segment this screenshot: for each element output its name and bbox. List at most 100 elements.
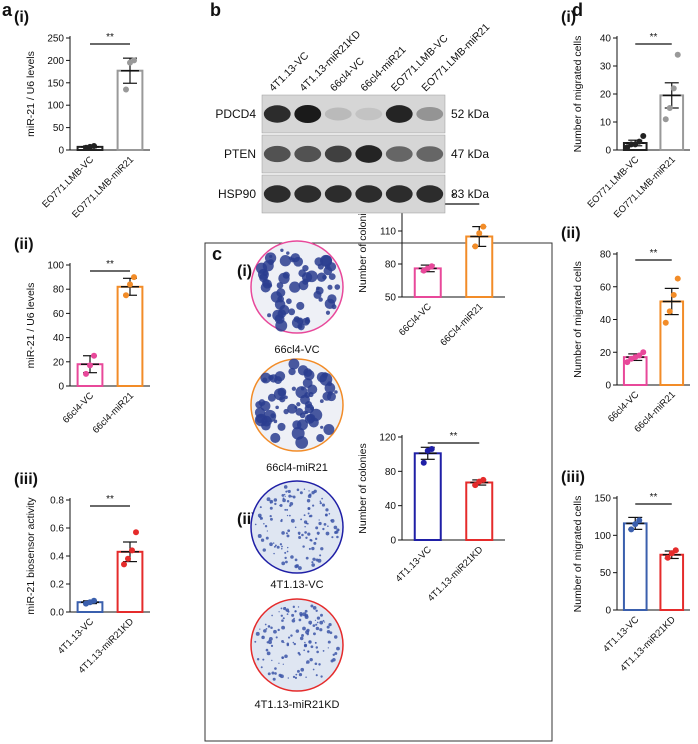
data-point bbox=[131, 274, 137, 281]
colony bbox=[314, 662, 318, 666]
data-point bbox=[87, 362, 93, 369]
colony bbox=[280, 674, 284, 679]
colony bbox=[291, 613, 295, 617]
colony bbox=[303, 514, 306, 517]
colony bbox=[295, 436, 309, 449]
colony bbox=[315, 626, 320, 631]
colony bbox=[302, 410, 307, 415]
data-point bbox=[420, 459, 427, 466]
sub-label: (ii) bbox=[561, 225, 581, 242]
y-tick-label: 0.8 bbox=[50, 496, 64, 507]
colony bbox=[304, 641, 306, 644]
data-point bbox=[674, 51, 681, 58]
colony bbox=[302, 264, 309, 272]
colony bbox=[319, 500, 322, 502]
colony bbox=[286, 251, 290, 255]
y-tick-label: 0 bbox=[390, 536, 396, 547]
x-tick-label: 66Cl4-VC bbox=[397, 301, 434, 338]
colony bbox=[277, 628, 280, 632]
y-tick-label: 100 bbox=[47, 261, 64, 272]
data-point bbox=[472, 482, 479, 489]
data-point bbox=[670, 85, 677, 92]
colony bbox=[304, 525, 306, 528]
data-point bbox=[133, 529, 139, 536]
colony bbox=[301, 634, 304, 637]
y-axis-label: Number of colonies bbox=[357, 443, 369, 533]
colony bbox=[312, 504, 315, 507]
colony bbox=[317, 263, 324, 270]
colony bbox=[336, 528, 340, 532]
colony bbox=[302, 378, 313, 388]
colony bbox=[276, 282, 284, 289]
colony bbox=[286, 550, 289, 553]
colony bbox=[283, 607, 287, 611]
colony bbox=[322, 650, 325, 652]
colony bbox=[290, 555, 294, 559]
data-point bbox=[664, 554, 671, 561]
colony bbox=[322, 372, 328, 378]
colony bbox=[264, 525, 268, 528]
y-axis-label: miR-21 / U6 levels bbox=[25, 283, 37, 369]
colony bbox=[299, 613, 303, 617]
colony bbox=[292, 495, 296, 499]
colony bbox=[325, 508, 329, 512]
colony bbox=[311, 561, 314, 564]
colony bbox=[310, 539, 313, 542]
data-point bbox=[480, 476, 487, 483]
colony bbox=[287, 529, 291, 533]
colony bbox=[284, 495, 286, 497]
colony bbox=[259, 628, 261, 630]
colony bbox=[269, 506, 273, 510]
y-tick-label: 200 bbox=[47, 56, 64, 67]
y-tick-label: 0.4 bbox=[50, 552, 64, 563]
colony bbox=[287, 677, 290, 679]
panel-label: b bbox=[210, 0, 221, 20]
colony bbox=[288, 367, 296, 376]
colony bbox=[281, 625, 286, 630]
data-point bbox=[662, 116, 669, 123]
colony bbox=[271, 614, 273, 617]
colony bbox=[307, 512, 310, 515]
colony bbox=[260, 666, 263, 669]
colony bbox=[336, 535, 339, 539]
colony bbox=[257, 513, 262, 518]
blot-band bbox=[324, 107, 352, 121]
y-axis-label: Number of migrated cells bbox=[572, 261, 584, 378]
dish bbox=[250, 480, 344, 574]
colony bbox=[284, 395, 288, 400]
y-axis-label: Number of migrated cells bbox=[572, 496, 584, 613]
y-tick-label: 80 bbox=[53, 285, 65, 296]
bar bbox=[413, 452, 442, 541]
colony bbox=[294, 558, 298, 562]
blot-band bbox=[355, 145, 383, 163]
data-point bbox=[480, 223, 487, 230]
colony bbox=[308, 493, 312, 497]
colony bbox=[299, 636, 304, 641]
colony bbox=[328, 512, 331, 515]
colony bbox=[260, 538, 265, 542]
colony bbox=[299, 491, 303, 495]
colony bbox=[305, 630, 310, 635]
bar bbox=[465, 481, 494, 542]
x-tick-label: 66cl4-miR21 bbox=[91, 390, 136, 435]
colony bbox=[296, 301, 305, 310]
y-tick-label: 30 bbox=[600, 62, 612, 73]
colony bbox=[303, 488, 306, 490]
y-tick-label: 60 bbox=[600, 282, 612, 293]
colony bbox=[327, 284, 333, 290]
y-tick-label: 0 bbox=[605, 146, 611, 157]
y-tick-label: 10 bbox=[600, 118, 612, 129]
y-tick-label: 100 bbox=[594, 531, 611, 542]
colony bbox=[265, 648, 269, 652]
colony bbox=[285, 532, 288, 535]
colony bbox=[266, 651, 271, 656]
colony bbox=[334, 284, 341, 290]
data-point bbox=[672, 547, 679, 554]
significance-label: ** bbox=[650, 248, 658, 259]
colony bbox=[286, 643, 290, 647]
y-tick-label: 0 bbox=[58, 382, 64, 393]
colony bbox=[295, 386, 308, 399]
colony bbox=[294, 526, 297, 529]
colony bbox=[263, 409, 277, 423]
y-tick-label: 50 bbox=[385, 293, 397, 304]
